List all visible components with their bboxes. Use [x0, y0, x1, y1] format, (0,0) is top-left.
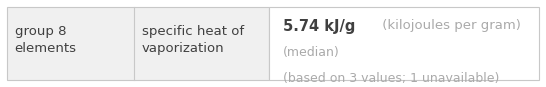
Bar	[7, 7, 269, 80]
Text: group 8
elements: group 8 elements	[15, 25, 77, 55]
Text: (based on 3 values; 1 unavailable): (based on 3 values; 1 unavailable)	[283, 72, 499, 85]
Bar	[269, 7, 539, 80]
Text: (kilojoules per gram): (kilojoules per gram)	[378, 19, 521, 32]
Text: specific heat of
vaporization: specific heat of vaporization	[142, 25, 244, 55]
Text: 5.74 kJ/g: 5.74 kJ/g	[283, 19, 355, 34]
Text: (median): (median)	[283, 46, 340, 59]
